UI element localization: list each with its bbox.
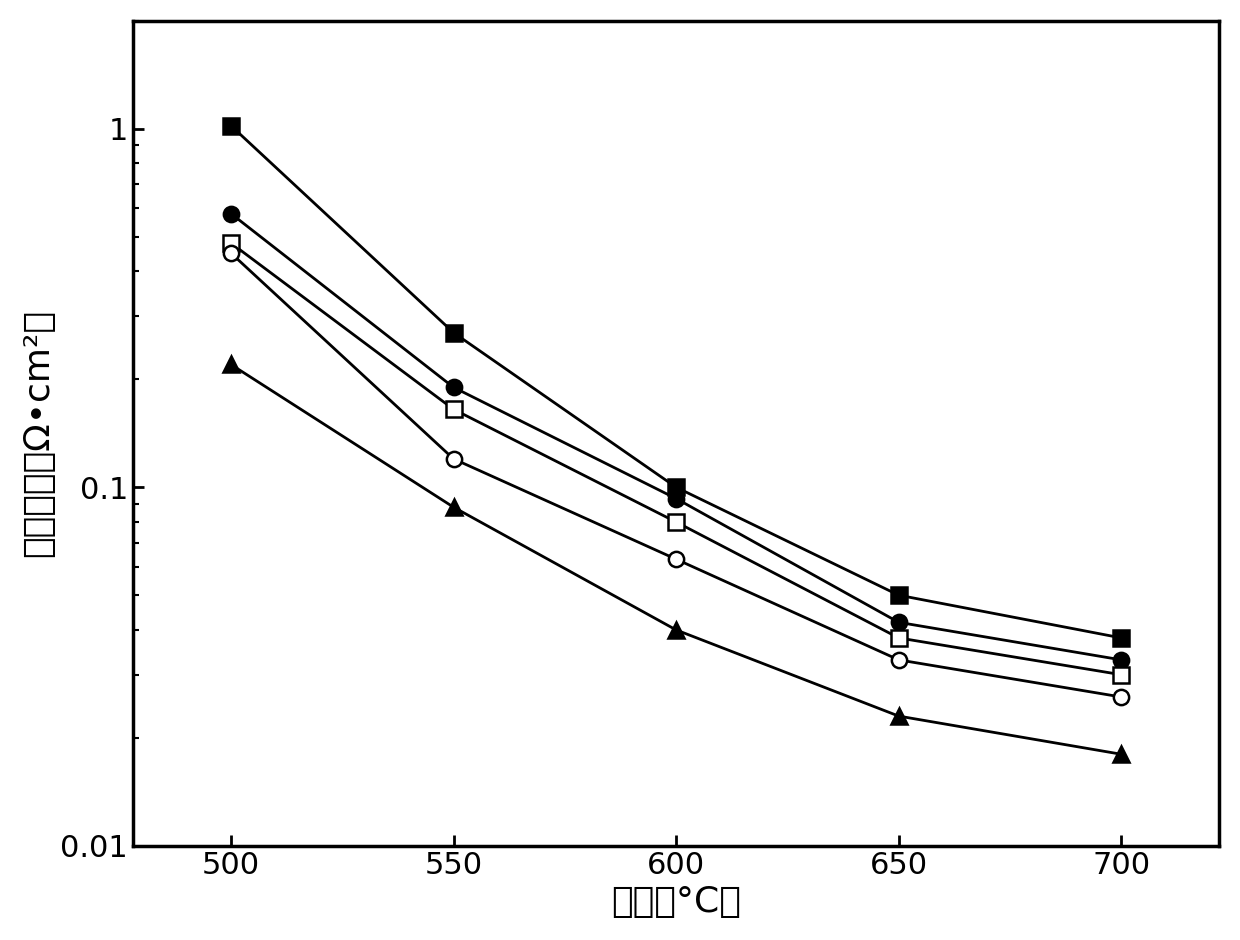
X-axis label: 温度（°C）: 温度（°C） [611, 885, 742, 919]
Y-axis label: 极化电阵（Ω•cm²）: 极化电阵（Ω•cm²） [21, 309, 55, 557]
